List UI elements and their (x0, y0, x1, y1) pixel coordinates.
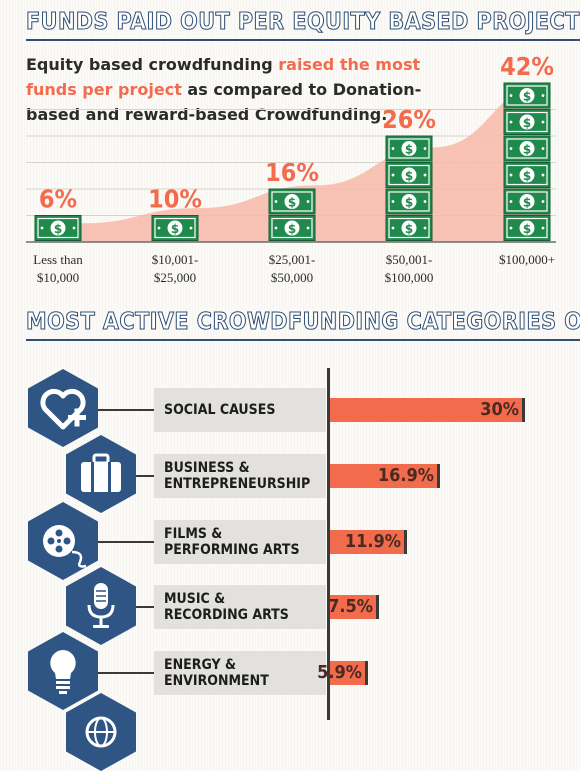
connector-line (98, 672, 154, 674)
svg-text:$: $ (288, 195, 296, 209)
bar: 30% (330, 398, 525, 422)
bar: $ $ $ $ (385, 135, 433, 241)
money-bill-icon: $ (385, 215, 433, 241)
category-label-box: Business & Entrepreneurship (154, 454, 326, 498)
money-bill-icon: $ (385, 188, 433, 215)
money-bill-icon: $ (503, 215, 551, 241)
svg-text:$: $ (523, 222, 531, 236)
money-bill-icon: $ (385, 135, 433, 162)
money-bill-icon: $ (503, 188, 551, 215)
money-bill-icon: $ (151, 215, 199, 241)
svg-text:$: $ (523, 169, 531, 183)
intro-text: Equity based crowdfunding raised the mos… (26, 52, 446, 127)
category-label: $100,000+ (499, 252, 555, 267)
connector-line (136, 475, 154, 477)
money-bill-icon: $ (503, 82, 551, 109)
connector-line (136, 606, 154, 608)
value-label: 16.9% (377, 465, 434, 486)
globe-icon (66, 693, 136, 771)
briefcase-icon (66, 435, 136, 513)
category-label-box: Films & Performing Arts (154, 520, 326, 564)
bar: 5.9% (317, 661, 368, 685)
money-bill-icon: $ (385, 162, 433, 188)
money-bill-icon: $ (268, 215, 316, 241)
value-label: 30% (480, 399, 519, 420)
svg-text:$: $ (171, 222, 179, 236)
microphone-icon (66, 567, 136, 645)
money-bill-icon: $ (34, 215, 82, 241)
svg-text:$: $ (288, 222, 296, 236)
svg-text:$: $ (523, 142, 531, 156)
value-label: 42% (500, 52, 554, 81)
svg-text:$: $ (54, 222, 62, 236)
heart-plus-icon (28, 369, 98, 447)
section2-title: Most Active Crowdfunding Categories of 2… (25, 307, 580, 341)
value-label: 6% (39, 185, 77, 214)
bar: 7.5% (328, 595, 379, 619)
funds-chart: $6%Less than $10,000$10%$10,001-$25,000$$… (26, 52, 556, 285)
svg-text:$: $ (405, 195, 413, 209)
light-bulb-icon (28, 632, 98, 710)
category-label: $25,001-$50,000 (269, 252, 316, 285)
bar: 11.9% (330, 530, 407, 554)
value-label: 16% (265, 158, 319, 187)
bar: $ (151, 215, 199, 241)
section1-title: Funds Paid Out Per Equity Based Projects (25, 7, 580, 41)
svg-text:$: $ (405, 222, 413, 236)
category-label: Films & Performing Arts (164, 526, 300, 558)
bar: $ (34, 215, 82, 241)
category-label: $10,001-$25,000 (152, 252, 199, 285)
intro-part1: Equity based crowdfunding (26, 55, 279, 74)
money-bill-icon: $ (503, 135, 551, 162)
category-label: Social Causes (164, 402, 276, 418)
category-label: Music & Recording Arts (164, 591, 289, 623)
film-reel-icon (28, 502, 98, 580)
money-bill-icon: $ (503, 109, 551, 135)
bar: $ $ $ $ $ $ (503, 82, 551, 241)
categories-axis-line (327, 368, 330, 720)
value-label: 7.5% (328, 596, 373, 617)
category-label-box: Energy & Environment (154, 651, 326, 695)
category-label: Energy & Environment (164, 657, 269, 689)
category-label-box: Music & Recording Arts (154, 585, 326, 629)
svg-text:$: $ (523, 116, 531, 130)
svg-text:$: $ (523, 195, 531, 209)
connector-line (98, 409, 154, 411)
category-label: $50,001-$100,000 (385, 252, 434, 285)
intro-highlight: raised the most funds per project (26, 55, 421, 99)
category-label: Business & Entrepreneurship (164, 460, 311, 492)
svg-text:$: $ (405, 169, 413, 183)
value-label: 26% (382, 105, 436, 134)
svg-text:$: $ (523, 89, 531, 103)
money-bill-icon: $ (268, 188, 316, 215)
value-label: 5.9% (317, 662, 362, 683)
money-bill-icon: $ (503, 162, 551, 188)
bar: 16.9% (330, 464, 440, 488)
category-label: Less than $10,000 (33, 252, 83, 285)
connector-line (98, 541, 154, 543)
value-label: 10% (148, 185, 202, 214)
svg-text:$: $ (405, 142, 413, 156)
category-label-box: Social Causes (154, 388, 326, 432)
bar: $$ (268, 188, 316, 241)
value-label: 11.9% (344, 531, 401, 552)
